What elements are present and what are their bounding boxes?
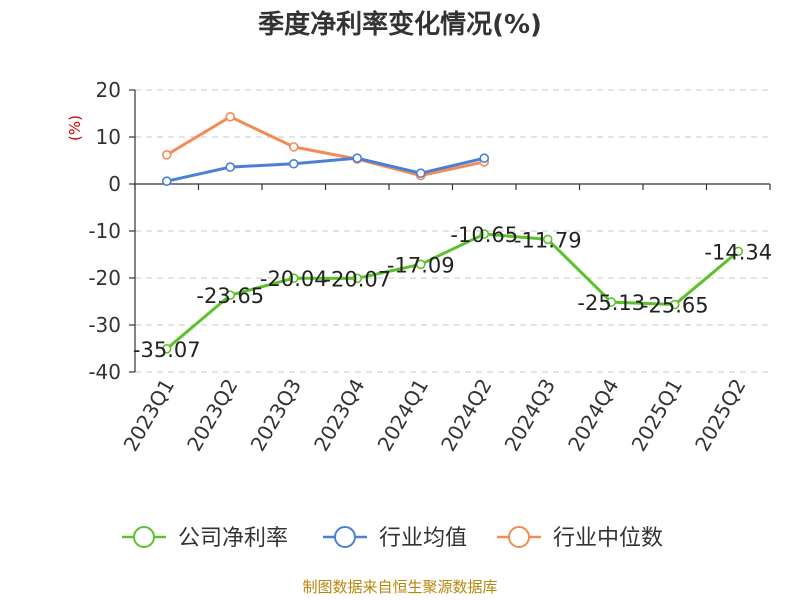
legend-marker xyxy=(508,526,530,548)
data-point xyxy=(352,153,363,163)
data-point xyxy=(415,259,426,270)
x-tick-label: 2023Q3 xyxy=(246,375,306,456)
legend-item-0[interactable]: 公司净利率 xyxy=(122,526,288,551)
y-tick-label: 20 xyxy=(96,78,121,102)
data-point xyxy=(606,297,617,307)
y-tick-label: -20 xyxy=(88,266,121,290)
x-tick-label: 2024Q3 xyxy=(500,375,560,456)
data-label: -11.79 xyxy=(514,228,582,252)
data-point xyxy=(288,158,299,169)
legend-item-2[interactable]: 行业中位数 xyxy=(497,526,663,551)
y-tick-label: -40 xyxy=(88,360,121,384)
data-label: -10.65 xyxy=(450,223,518,247)
data-point xyxy=(225,290,236,300)
data-label: -20.04 xyxy=(260,267,328,291)
data-label: -20.07 xyxy=(323,267,391,291)
data-label: -23.65 xyxy=(196,284,264,308)
series-0 xyxy=(161,229,744,354)
data-point xyxy=(733,246,744,257)
x-tick-label: 2024Q2 xyxy=(436,375,496,456)
grid-lines xyxy=(135,89,770,373)
legend-label: 行业均值 xyxy=(379,526,467,551)
series-line xyxy=(166,156,485,183)
x-tick-labels: 2023Q1 2023Q2 2023Q3 2023Q4 2024Q1 2024Q2 2024… xyxy=(119,375,751,456)
legend-label: 公司净利率 xyxy=(178,526,288,551)
series-1 xyxy=(161,153,490,186)
data-point xyxy=(288,142,299,152)
data-label: -17.09 xyxy=(387,253,455,277)
axes xyxy=(129,89,771,373)
data-point xyxy=(479,153,490,163)
data-label: -25.13 xyxy=(577,291,645,315)
x-tick-label: 2025Q2 xyxy=(690,375,750,456)
data-labels: -35.07 -23.65-20.04-20.07-17.09 -10.65-11.… xyxy=(133,223,772,362)
source-note: 制图数据来自恒生聚源数据库 xyxy=(302,578,497,596)
x-tick-label: 2025Q1 xyxy=(627,375,687,456)
y-tick-labels: 20 10 0 -10 -20 -30 -40 xyxy=(88,78,121,384)
legend-marker xyxy=(334,526,356,548)
data-label: -14.34 xyxy=(704,240,772,264)
legend[interactable]: 公司净利率 行业均值 行业中位数 xyxy=(122,526,663,551)
legend-label: 行业中位数 xyxy=(553,526,663,551)
y-tick-label: -30 xyxy=(88,313,121,337)
x-tick-label: 2024Q4 xyxy=(563,375,623,456)
y-tick-label: -10 xyxy=(88,219,121,243)
x-tick-label: 2023Q1 xyxy=(119,375,179,456)
data-point xyxy=(352,273,363,284)
x-tick-label: 2023Q4 xyxy=(309,375,369,456)
data-point xyxy=(225,111,236,122)
data-label: -35.07 xyxy=(133,338,201,362)
chart-title: 季度净利率变化情况(%) xyxy=(258,9,542,40)
data-point xyxy=(288,273,299,283)
data-point xyxy=(479,229,490,239)
y-tick-label: 10 xyxy=(96,125,121,149)
data-point xyxy=(161,344,172,354)
data-point xyxy=(225,162,236,172)
legend-marker xyxy=(133,526,155,548)
y-axis-unit: (%) xyxy=(66,115,84,141)
x-tick-label: 2024Q1 xyxy=(373,375,433,456)
data-point xyxy=(415,168,426,178)
data-point xyxy=(161,150,172,160)
y-tick-label: 0 xyxy=(108,172,121,196)
data-point xyxy=(161,176,172,186)
legend-item-1[interactable]: 行业均值 xyxy=(323,526,467,551)
data-label: -25.65 xyxy=(641,294,709,318)
data-point xyxy=(542,234,553,245)
series-lines xyxy=(161,111,744,354)
data-point xyxy=(669,299,680,310)
x-tick-label: 2023Q2 xyxy=(182,375,242,456)
series-line xyxy=(165,115,485,178)
series-line xyxy=(165,232,740,350)
